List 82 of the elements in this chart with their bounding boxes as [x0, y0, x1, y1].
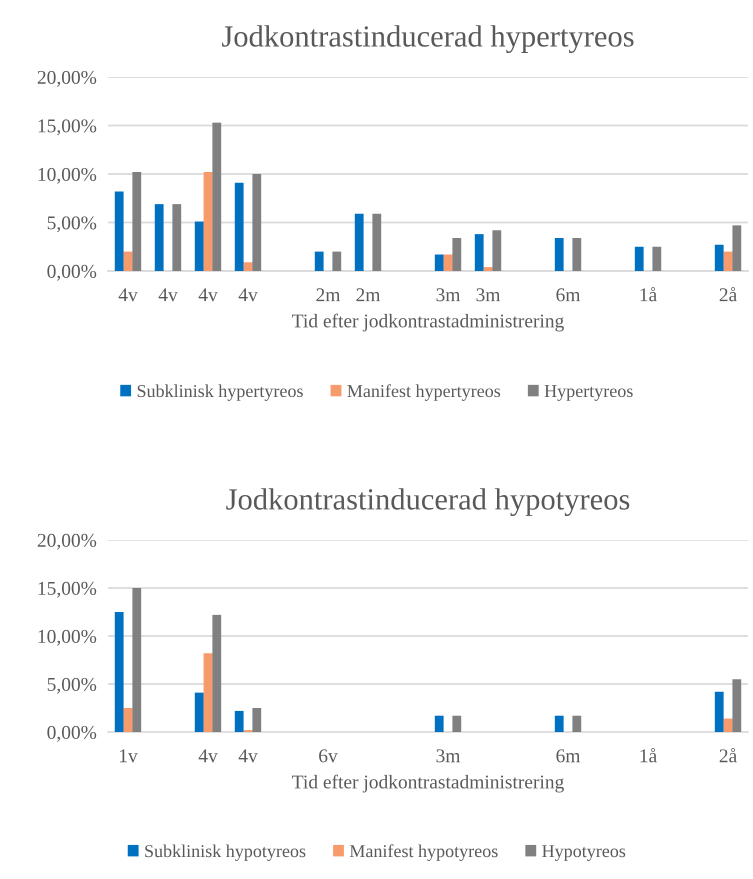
bar	[234, 710, 244, 732]
y-tick-label: 5,00%	[48, 678, 96, 694]
legend-label: Hypotyreos	[542, 845, 626, 861]
x-tick-label: 6m	[556, 288, 580, 302]
x-tick-label: 2m	[316, 288, 340, 302]
bar	[332, 252, 342, 271]
bar	[204, 172, 212, 271]
bar	[252, 708, 262, 732]
bar	[634, 246, 644, 271]
bar	[484, 267, 492, 271]
x-axis-title: Tid efter jodkontrastadministrering	[292, 314, 564, 332]
x-tick-label: 4v	[198, 749, 218, 762]
x-tick-label: 3m	[436, 288, 460, 302]
chart-title: Jodkontrastinducerad hypotyreos	[226, 488, 630, 516]
bar	[554, 238, 564, 271]
bar	[212, 122, 222, 271]
x-tick-label: 2å	[720, 748, 737, 762]
y-tick-label: 10,00%	[38, 168, 96, 184]
bar	[124, 708, 132, 732]
bar	[372, 214, 382, 271]
x-tick-label: 4v	[238, 749, 258, 762]
legend-label: Manifest hypotyreos	[350, 844, 498, 861]
bar	[114, 191, 124, 271]
bar	[252, 174, 262, 271]
bar	[434, 716, 444, 732]
x-tick-label: 4v	[198, 288, 218, 302]
bar	[732, 679, 742, 732]
bar	[554, 716, 564, 732]
bar	[354, 214, 364, 271]
bar	[724, 252, 732, 271]
x-tick-label: 4v	[238, 288, 258, 302]
bar	[124, 252, 132, 271]
bar	[212, 614, 222, 732]
chart-title: Jodkontrastinducerad hypertyreos	[222, 25, 634, 54]
x-tick-label: 3m	[436, 749, 460, 762]
bar	[154, 204, 164, 271]
x-tick-label: 1å	[640, 748, 657, 762]
x-tick-label: 4v	[158, 288, 178, 302]
x-tick-label: 1å	[640, 287, 657, 302]
x-tick-label: 2m	[356, 288, 380, 302]
y-tick-label: 0,00%	[47, 264, 96, 281]
x-tick-label: 6v	[319, 749, 338, 762]
legend-label: Hypertyreos	[544, 385, 633, 401]
bar	[172, 204, 182, 271]
bar	[452, 716, 462, 732]
y-tick-label: 0,00%	[47, 726, 96, 742]
x-axis-title: Tid efter jodkontrastadministrering	[292, 774, 564, 793]
bar	[114, 612, 124, 732]
bar	[714, 244, 724, 271]
y-tick-label: 15,00%	[38, 119, 96, 136]
legend-label: Subklinisk hypertyreos	[138, 384, 303, 401]
bar	[572, 716, 582, 732]
bar	[572, 238, 582, 271]
bar	[492, 230, 502, 271]
bar	[234, 182, 244, 271]
bar	[132, 588, 142, 732]
legend-label: Manifest hypertyreos	[347, 384, 500, 401]
x-tick-label: 3m	[476, 288, 500, 302]
bar	[194, 222, 204, 271]
x-tick-label: 4v	[118, 288, 138, 302]
bar	[194, 692, 204, 732]
bar	[314, 252, 324, 271]
bar	[434, 254, 444, 271]
y-tick-label: 15,00%	[38, 582, 96, 598]
bar	[714, 692, 724, 732]
y-tick-label: 10,00%	[38, 630, 96, 646]
legend-label: Subklinisk hypotyreos	[145, 844, 306, 861]
bar	[244, 262, 252, 271]
bar	[724, 718, 732, 732]
bar	[452, 238, 462, 271]
bar	[132, 172, 142, 271]
bar	[652, 246, 662, 271]
bar	[204, 653, 212, 732]
x-tick-label: 6m	[556, 749, 580, 762]
y-tick-label: 20,00%	[38, 534, 96, 550]
y-tick-label: 20,00%	[38, 70, 96, 87]
x-tick-label: 2å	[720, 287, 737, 302]
x-tick-label: 1v	[120, 749, 138, 762]
bar	[732, 225, 742, 271]
bar	[444, 254, 452, 271]
bar	[474, 234, 484, 271]
y-tick-label: 5,00%	[48, 216, 96, 232]
